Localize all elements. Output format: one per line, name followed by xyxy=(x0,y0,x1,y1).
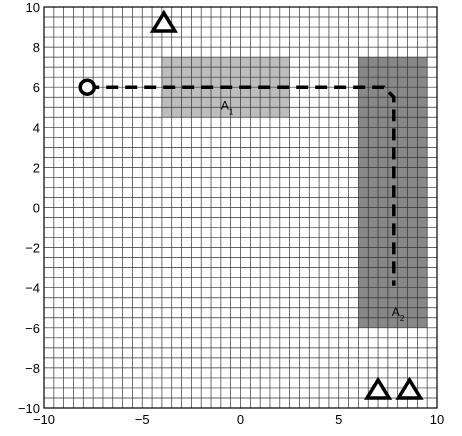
obstacle-triangle-2 xyxy=(363,376,393,400)
y-tick-label: −2 xyxy=(25,241,40,256)
region-label-subscript: 1 xyxy=(229,107,234,116)
region-label-subscript: 2 xyxy=(400,314,405,323)
y-tick-label: 10 xyxy=(26,0,40,15)
plot-frame xyxy=(43,6,438,409)
x-tick-label: −5 xyxy=(135,412,150,427)
x-tick-label: 10 xyxy=(430,412,444,427)
planned-path xyxy=(87,85,396,286)
x-tick-labels: −10 −5 0 5 10 xyxy=(33,412,444,427)
y-tick-label: 4 xyxy=(33,120,40,135)
x-tick-label: 0 xyxy=(237,412,244,427)
grid-layer xyxy=(43,6,438,409)
y-tick-labels: 10 8 6 4 2 0 −2 −4 −6 −8 −10 xyxy=(18,0,40,416)
start-marker-circle xyxy=(78,78,96,96)
y-tick-label: 0 xyxy=(33,201,40,216)
path-layer xyxy=(87,85,396,286)
markers-layer xyxy=(78,9,424,400)
y-tick-label: −8 xyxy=(25,361,40,376)
y-tick-label: 2 xyxy=(33,160,40,175)
y-tick-label: −10 xyxy=(18,401,40,416)
y-tick-label: −6 xyxy=(25,321,40,336)
y-tick-label: −4 xyxy=(25,281,40,296)
x-tick-label: −10 xyxy=(33,412,55,427)
x-tick-label: 5 xyxy=(335,412,342,427)
y-tick-label: 8 xyxy=(33,40,40,55)
obstacle-triangle-1 xyxy=(149,9,178,33)
obstacle-triangle-3 xyxy=(395,376,424,400)
y-tick-label: 6 xyxy=(33,80,40,95)
